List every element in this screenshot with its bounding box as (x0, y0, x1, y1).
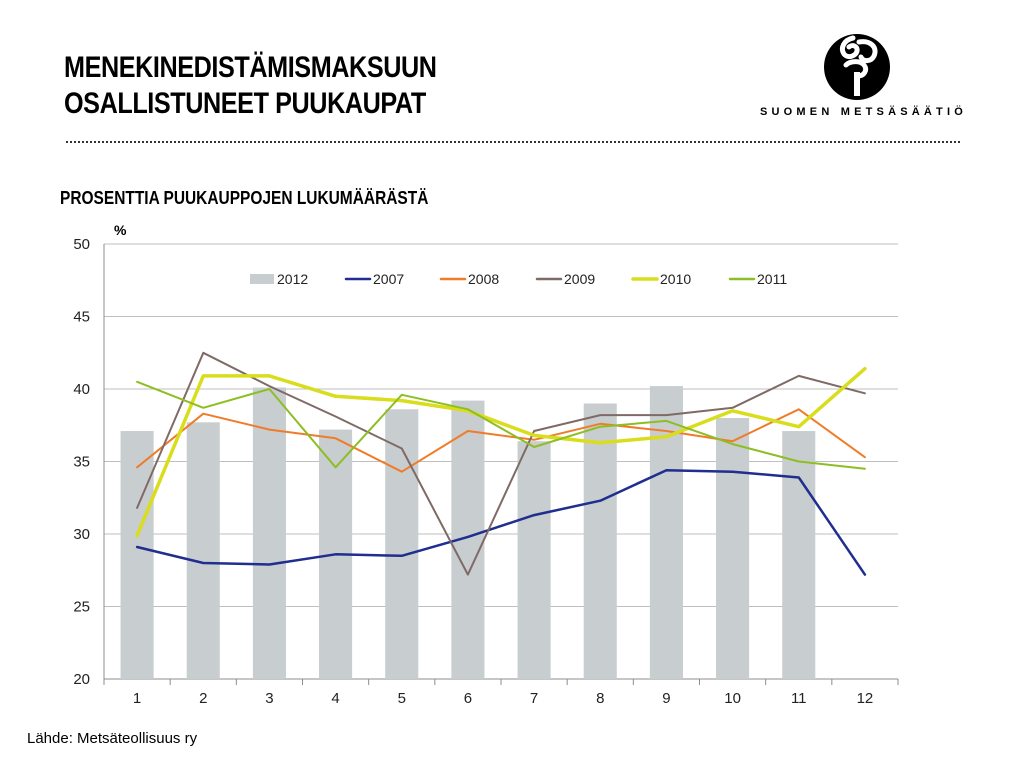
title-line-1: MENEKINEDISTÄMISMAKSUUN (64, 51, 437, 84)
header-divider (66, 141, 960, 143)
legend-label-2010: 2010 (660, 271, 691, 287)
legend-label-2009: 2009 (564, 271, 595, 287)
tree-emblem-icon (824, 34, 890, 100)
x-tick-label: 11 (791, 690, 807, 707)
line-series-2008 (136, 408, 866, 473)
y-tick-label: 30 (73, 526, 90, 543)
line-series-2009 (136, 351, 866, 576)
bar-2012-5 (385, 409, 419, 679)
x-tick-label: 7 (530, 690, 538, 707)
y-axis-unit: % (114, 222, 127, 238)
x-tick-label: 12 (857, 690, 874, 707)
bar-2012-8 (583, 403, 617, 679)
title-line-2: OSALLISTUNEET PUUKAUPAT (64, 87, 426, 120)
bar-2012-3 (252, 387, 286, 679)
y-tick-label: 40 (73, 381, 90, 398)
x-tick-label: 8 (596, 690, 604, 707)
source-note: Lähde: Metsäteollisuus ry (27, 730, 198, 747)
bar-2012-10 (716, 418, 750, 679)
chart-subtitle: PROSENTTIA PUUKAUPPOJEN LUKUMÄÄRÄSTÄ (60, 188, 429, 208)
legend-label-2007: 2007 (373, 271, 404, 287)
x-tick-label: 1 (133, 690, 141, 707)
logo: SUOMEN METSÄSÄÄTIÖ (760, 32, 967, 124)
y-tick-label: 50 (73, 236, 90, 253)
line-series-2007 (135, 468, 867, 576)
legend-label-2012: 2012 (277, 271, 308, 287)
page-title: MENEKINEDISTÄMISMAKSUUN OSALLISTUNEET PU… (64, 50, 437, 122)
legend-swatch-2012 (250, 274, 274, 284)
y-tick-label: 20 (73, 671, 90, 688)
bar-2012-2 (186, 422, 220, 679)
x-tick-label: 5 (398, 690, 406, 707)
legend-label-2008: 2008 (468, 271, 499, 287)
y-tick-label: 45 (73, 309, 90, 326)
y-tick-label: 25 (73, 599, 90, 616)
logo-text: SUOMEN METSÄSÄÄTIÖ (760, 106, 967, 118)
line-series-2011 (136, 380, 866, 470)
x-tick-label: 10 (724, 690, 741, 707)
y-tick-label: 35 (73, 454, 90, 471)
line-series-2010 (135, 366, 867, 538)
x-tick-label: 2 (199, 690, 207, 707)
x-tick-label: 9 (662, 690, 670, 707)
bar-2012-7 (517, 441, 551, 679)
bar-2012-1 (120, 431, 154, 679)
legend-label-2011: 2011 (757, 271, 787, 287)
x-tick-label: 6 (464, 690, 472, 707)
bar-2012-11 (782, 431, 816, 679)
x-tick-label: 4 (331, 690, 339, 707)
x-tick-label: 3 (265, 690, 273, 707)
